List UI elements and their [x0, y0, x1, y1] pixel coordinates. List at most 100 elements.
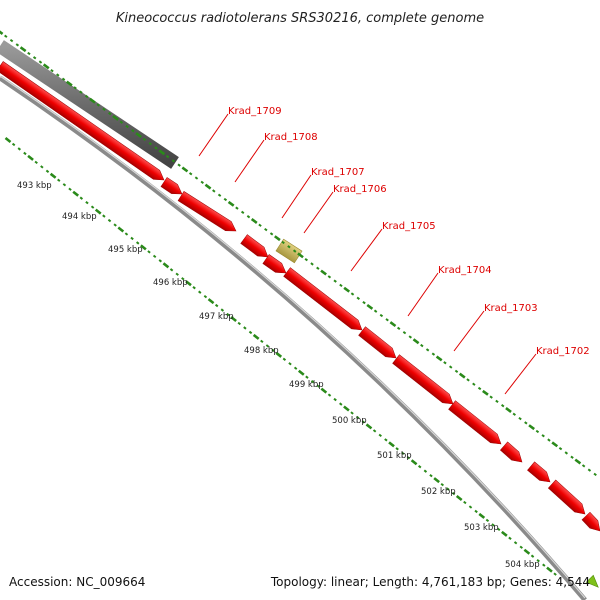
- scale-tick: [519, 545, 523, 549]
- kbp-label: 498 kbp: [244, 346, 279, 356]
- scale-tick: [339, 283, 343, 288]
- scale-tick: [27, 51, 31, 56]
- tan-feature-marker: [275, 238, 303, 264]
- scale-tick: [158, 259, 163, 263]
- scale-tick: [102, 214, 106, 218]
- scale-tick: [448, 365, 453, 369]
- scale-tick: [542, 563, 546, 567]
- gray-feature-band: [0, 40, 179, 169]
- genome-summary: Topology: linear; Length: 4,761,183 bp; …: [270, 575, 590, 589]
- gene-label[interactable]: Krad_1708: [264, 132, 318, 143]
- gene-arrow[interactable]: [283, 267, 366, 335]
- scale-tick: [192, 286, 196, 290]
- scale-tick: [293, 366, 298, 370]
- scale-tick: [220, 308, 225, 312]
- scale-tick: [310, 262, 314, 266]
- scroll-right-arrow-icon[interactable]: [585, 574, 600, 591]
- gene-arrow[interactable]: [358, 326, 400, 363]
- gene-arrow[interactable]: [581, 511, 600, 535]
- scale-tick: [4, 136, 12, 144]
- backbone-line: [0, 75, 587, 600]
- scale-tick: [42, 63, 50, 70]
- gene-arrow[interactable]: [160, 177, 185, 198]
- scale-tick: [402, 331, 407, 335]
- scale-tick: [581, 464, 586, 468]
- gene-arrow[interactable]: [262, 254, 289, 277]
- scale-tick: [553, 572, 557, 576]
- gene-label[interactable]: Krad_1705: [382, 221, 436, 232]
- scale-tick: [412, 338, 420, 345]
- upper-tick-track: [0, 30, 597, 477]
- scale-tick: [501, 404, 505, 408]
- gene-arrow[interactable]: [177, 191, 239, 235]
- scale-tick: [38, 60, 43, 64]
- gene-arrow[interactable]: [448, 400, 505, 449]
- scale-tick: [558, 447, 563, 451]
- scale-tick: [61, 77, 66, 81]
- gene-label-leader: [350, 228, 383, 272]
- scale-tick: [113, 223, 117, 227]
- gene-arrow[interactable]: [240, 234, 272, 262]
- gene-label[interactable]: Krad_1709: [228, 106, 282, 117]
- gene-label-leader: [504, 353, 537, 395]
- scale-tick: [214, 303, 219, 308]
- scale-tick: [154, 146, 158, 150]
- scale-tick: [546, 566, 553, 573]
- scale-tick: [433, 477, 440, 484]
- scale-tick: [169, 268, 174, 272]
- gene-label[interactable]: Krad_1702: [536, 346, 590, 357]
- gene-label[interactable]: Krad_1704: [438, 265, 492, 276]
- scale-tick: [384, 438, 388, 442]
- gene-arrow[interactable]: [392, 354, 457, 409]
- scale-tick: [96, 103, 100, 107]
- scale-tick: [282, 357, 287, 361]
- scale-tick: [406, 456, 411, 460]
- kbp-scale-labels: 493 kbp 494 kbp 495 kbp 496 kbp 497 kbp 498 k…: [17, 181, 540, 570]
- scale-tick: [320, 387, 328, 394]
- scale-tick: [410, 459, 418, 466]
- scale-tick: [235, 206, 239, 210]
- scale-tick: [518, 416, 522, 421]
- gene-arrow[interactable]: [499, 441, 525, 466]
- gene-label[interactable]: Krad_1706: [333, 184, 387, 195]
- gene-arrow-shape: [358, 326, 397, 359]
- scale-tick: [177, 163, 181, 167]
- scale-tick: [40, 165, 44, 169]
- gene-arrow-shape: [0, 61, 165, 181]
- gene-arrow[interactable]: [0, 61, 167, 184]
- scale-tick: [297, 369, 305, 376]
- scale-tick: [423, 469, 428, 473]
- scale-tick: [274, 235, 281, 242]
- scale-tick: [0, 30, 4, 35]
- scale-tick: [207, 298, 215, 305]
- scale-tick: [281, 240, 285, 245]
- accession-label: Accession: NC_009664: [9, 575, 145, 589]
- scale-tick: [343, 286, 351, 293]
- gene-arrow-shape: [283, 267, 363, 331]
- gene-arrow[interactable]: [527, 461, 553, 486]
- scale-tick: [485, 518, 490, 523]
- gene-arrow[interactable]: [547, 479, 588, 518]
- scale-tick: [135, 132, 143, 139]
- scale-tick: [431, 352, 436, 356]
- scale-tick: [147, 250, 151, 254]
- scale-tick: [389, 321, 397, 328]
- scale-tick: [85, 201, 89, 205]
- scale-tick: [90, 205, 95, 209]
- scale-tick: [198, 290, 202, 294]
- scale-tick: [458, 372, 466, 379]
- scale-tick: [366, 303, 374, 310]
- gene-label[interactable]: Krad_1703: [484, 303, 538, 314]
- kbp-label: 499 kbp: [289, 380, 324, 390]
- scale-tick: [119, 120, 124, 124]
- lower-tick-track: [4, 136, 557, 576]
- scale-tick: [68, 187, 72, 191]
- scale-tick: [107, 218, 112, 223]
- scale-tick: [72, 190, 79, 197]
- scale-tick: [482, 389, 489, 396]
- scale-tick: [175, 272, 179, 276]
- gene-label[interactable]: Krad_1707: [311, 167, 365, 178]
- scale-tick: [564, 451, 569, 455]
- scale-tick: [32, 56, 37, 60]
- scale-tick: [152, 254, 157, 259]
